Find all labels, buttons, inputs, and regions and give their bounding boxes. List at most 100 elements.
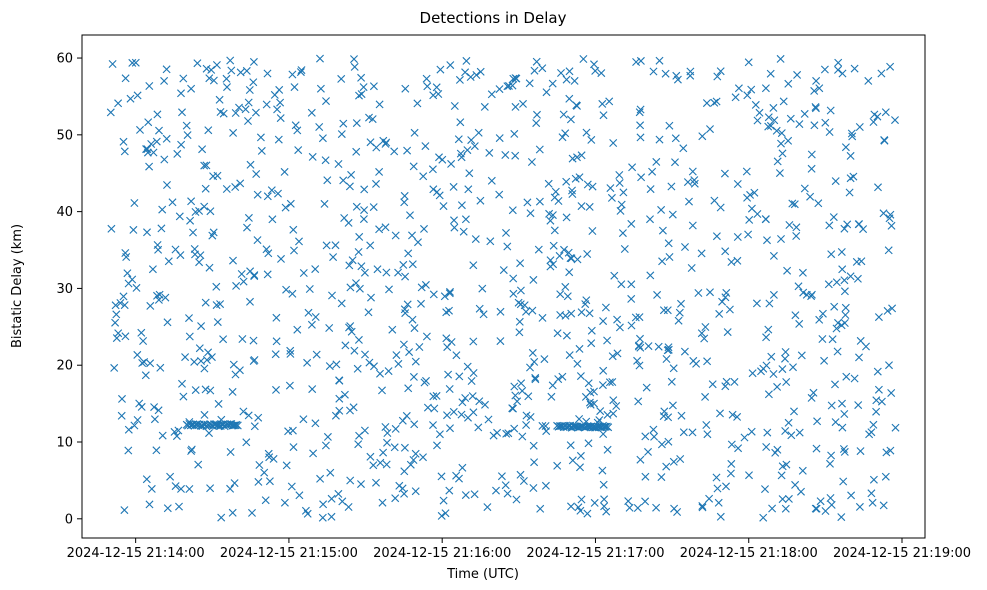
data-point (855, 502, 864, 511)
data-point (646, 185, 655, 194)
data-point (745, 471, 753, 480)
data-point (195, 344, 204, 353)
data-point (136, 125, 144, 134)
data-point (446, 61, 455, 70)
data-point (447, 159, 456, 168)
data-point (615, 171, 624, 179)
data-point (179, 392, 188, 401)
data-point (635, 313, 644, 322)
data-point (812, 76, 821, 85)
data-point (834, 318, 842, 327)
data-point (163, 318, 172, 327)
data-point (246, 297, 254, 306)
data-point (587, 339, 596, 348)
data-point (443, 411, 451, 420)
data-point (523, 198, 532, 207)
data-point (446, 287, 454, 296)
data-point (106, 108, 115, 117)
data-point (581, 300, 590, 309)
data-point (457, 201, 466, 210)
data-point (726, 469, 735, 478)
data-point (655, 135, 664, 144)
data-point (497, 472, 506, 481)
data-point (676, 455, 685, 463)
data-point (567, 502, 575, 511)
data-point (442, 308, 451, 317)
data-point (357, 262, 366, 271)
data-point (242, 438, 251, 447)
data-point (818, 335, 827, 343)
data-point (201, 298, 210, 307)
data-point (437, 472, 446, 481)
data-point (394, 268, 403, 277)
x-tick-label: 2024-12-15 21:14:00 (67, 546, 205, 561)
y-tick-label: 10 (56, 436, 73, 451)
data-point (815, 315, 824, 324)
data-point (534, 245, 543, 254)
data-point (588, 227, 597, 235)
data-point (435, 430, 444, 439)
data-point (236, 179, 245, 188)
data-point (568, 154, 577, 163)
data-point (186, 216, 195, 225)
data-point (291, 121, 300, 130)
data-point (262, 245, 271, 254)
data-point (535, 197, 544, 206)
data-point (846, 174, 855, 183)
data-point (153, 241, 162, 249)
data-point (583, 180, 592, 189)
data-point (633, 504, 642, 512)
data-point (110, 363, 119, 372)
data-point (236, 68, 245, 77)
data-point (652, 503, 661, 512)
data-point (559, 110, 568, 119)
data-point (573, 101, 581, 110)
data-point (563, 292, 572, 301)
data-point (238, 335, 247, 343)
data-point (730, 377, 739, 386)
data-point (811, 504, 820, 513)
data-point (320, 199, 329, 208)
data-point (502, 228, 510, 237)
data-point (366, 452, 375, 461)
data-point (476, 196, 485, 205)
data-point (798, 268, 807, 277)
data-point (381, 223, 390, 232)
data-point (762, 443, 771, 451)
data-point (256, 133, 265, 142)
data-point (289, 443, 298, 452)
data-point (769, 370, 778, 378)
data-point (399, 260, 408, 269)
data-point (657, 205, 666, 214)
data-point (475, 397, 484, 406)
data-point (345, 261, 354, 270)
data-point (700, 334, 709, 343)
data-point (837, 513, 846, 522)
data-point (659, 412, 668, 421)
data-point (350, 55, 358, 64)
data-point (281, 203, 290, 212)
data-point (305, 285, 314, 293)
data-point (767, 352, 776, 361)
data-point (501, 481, 510, 490)
data-point (466, 73, 475, 81)
data-point (673, 75, 682, 84)
data-point (773, 382, 782, 391)
data-point (846, 272, 855, 281)
data-point (753, 116, 762, 125)
data-point (825, 128, 834, 136)
data-point (671, 134, 680, 143)
data-point (311, 265, 320, 274)
data-point (777, 235, 785, 243)
data-point (528, 306, 537, 315)
data-point (827, 401, 836, 410)
data-point (583, 250, 592, 258)
data-point (633, 356, 642, 365)
data-point (205, 429, 213, 438)
data-point (145, 162, 154, 171)
data-point (276, 114, 285, 123)
data-point (698, 132, 707, 141)
data-point (584, 379, 593, 388)
data-point (469, 337, 478, 346)
data-point (812, 504, 821, 513)
